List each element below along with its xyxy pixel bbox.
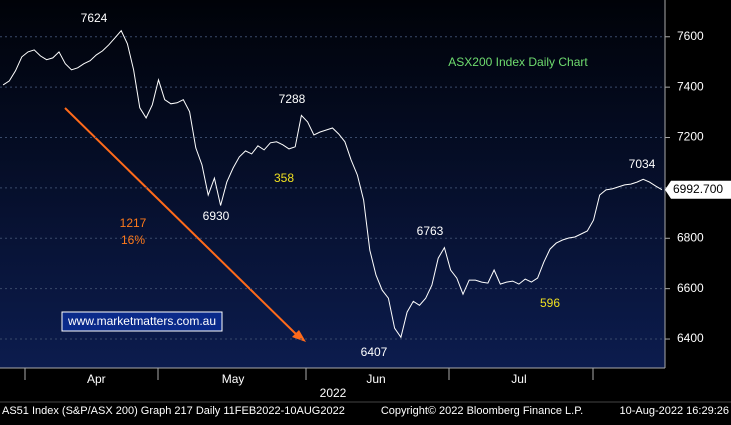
annotation: 358	[274, 171, 294, 185]
footer-text: 10-Aug-2022 16:29:26	[620, 405, 729, 417]
footer-text: Copyright© 2022 Bloomberg Finance L.P.	[381, 405, 583, 417]
y-tick-label: 7200	[677, 130, 704, 144]
month-dividers	[24, 368, 594, 380]
annotation: 596	[540, 296, 560, 310]
annotation: www.marketmatters.com.au	[67, 314, 216, 328]
x-tick-label: Apr	[87, 372, 106, 386]
annotation: 6407	[361, 345, 388, 359]
y-tick-label: 6400	[677, 331, 704, 345]
trend-arrow	[64, 107, 301, 339]
price-line	[2, 29, 663, 339]
annotation: 7288	[279, 92, 306, 106]
annotation: 6763	[417, 224, 444, 238]
x-tick-label: Jun	[366, 372, 385, 386]
annotation: 1217	[120, 216, 147, 230]
watermark-box	[61, 311, 223, 332]
y-tick-label: 7600	[677, 29, 704, 43]
footer	[0, 402, 731, 420]
annotation: 16%	[121, 233, 145, 247]
annotation: 6930	[203, 209, 230, 223]
annotation: 7034	[629, 157, 656, 171]
annotation: 7624	[81, 11, 108, 25]
y-tick-label: 6600	[677, 281, 704, 295]
x-tick-label: Jul	[511, 372, 526, 386]
last-price-label: 6992.700	[673, 182, 723, 196]
x-axis-area	[0, 368, 731, 402]
y-tick-label: 6800	[677, 230, 704, 244]
footer-text: AS51 Index (S&P/ASX 200) Graph 217 Daily…	[2, 405, 345, 417]
chart-title: ASX200 Index Daily Chart	[448, 55, 588, 69]
y-tick-label: 7400	[677, 79, 704, 93]
last-price-tag	[665, 180, 731, 199]
plot-area	[0, 0, 665, 368]
x-axis-label: 2022	[320, 386, 347, 400]
arrow-head	[292, 330, 306, 342]
x-tick-label: May	[222, 372, 245, 386]
